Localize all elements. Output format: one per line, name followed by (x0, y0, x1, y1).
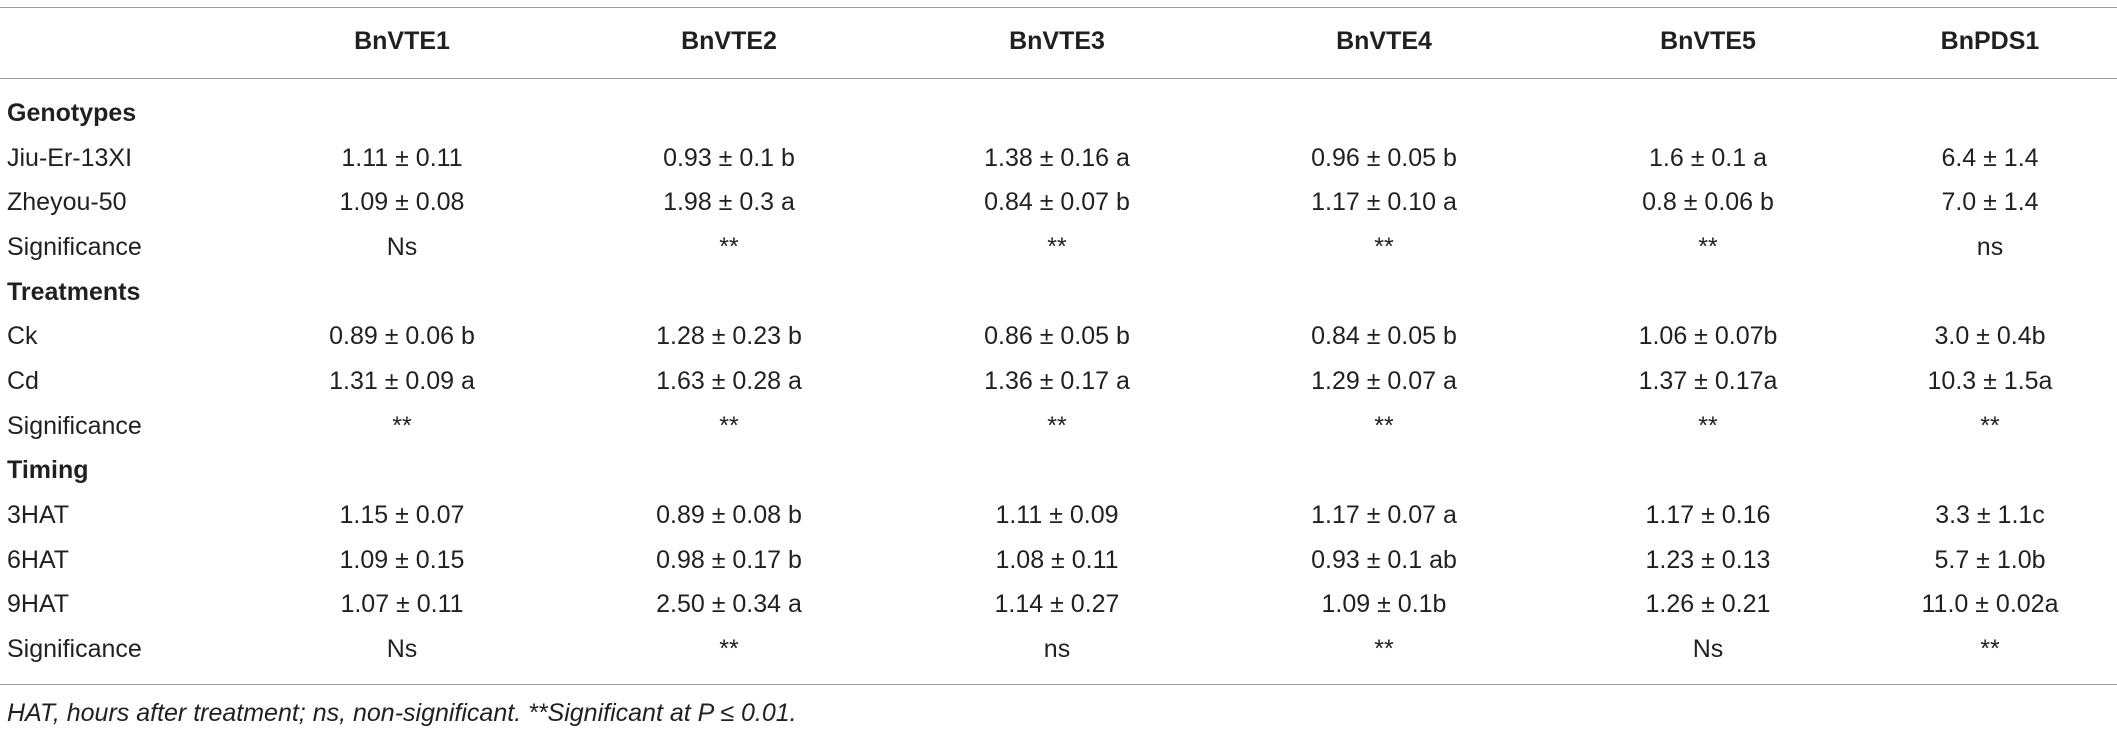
cell: 1.28 ± 0.23 b (656, 322, 802, 351)
header-rule (0, 78, 2117, 79)
cell: ** (719, 411, 739, 440)
cell: ** (1698, 411, 1718, 440)
cell: 1.11 ± 0.11 (341, 143, 463, 172)
cell: 0.86 ± 0.05 b (984, 322, 1130, 351)
cell: 1.14 ± 0.27 (994, 590, 1120, 619)
cell: 0.84 ± 0.07 b (984, 188, 1130, 217)
row-label: Significance (7, 411, 142, 440)
row-label: Cd (7, 366, 39, 395)
cell: 1.15 ± 0.07 (339, 500, 465, 529)
row-label: Zheyou-50 (7, 188, 127, 217)
cell: 1.11 ± 0.09 (995, 500, 1119, 529)
row-label: Significance (7, 232, 142, 261)
section-title: Timing (7, 456, 89, 485)
cell: 3.0 ± 0.4b (1934, 322, 2046, 351)
cell: 5.7 ± 1.0b (1934, 545, 2046, 574)
row-label: 6HAT (7, 545, 70, 574)
cell: 1.31 ± 0.09 a (329, 366, 475, 395)
cell: 0.93 ± 0.1 b (663, 143, 795, 172)
cell: 1.36 ± 0.17 a (984, 366, 1130, 395)
cell: 2.50 ± 0.34 a (656, 590, 802, 619)
cell: 1.37 ± 0.17a (1638, 366, 1778, 395)
column-header: BnPDS1 (1940, 27, 2040, 55)
cell: 0.89 ± 0.06 b (329, 322, 475, 351)
cell: ** (1374, 232, 1394, 261)
cell: Ns (386, 634, 418, 663)
section-title: Genotypes (7, 99, 137, 127)
cell: ns (1976, 232, 2004, 261)
cell: 3.3 ± 1.1c (1935, 500, 2045, 529)
cell: 1.07 ± 0.11 (340, 590, 464, 619)
cell: ** (719, 232, 739, 261)
cell: Ns (1692, 634, 1724, 663)
column-header: BnVTE3 (1009, 27, 1105, 55)
cell: 0.89 ± 0.08 b (656, 500, 802, 529)
cell: Ns (386, 232, 418, 261)
cell: ** (1374, 634, 1394, 663)
cell: 1.08 ± 0.11 (995, 545, 1119, 574)
cell: ** (719, 634, 739, 663)
cell: 1.09 ± 0.1b (1321, 590, 1447, 619)
section-title: Treatments (7, 277, 141, 306)
cell: 1.17 ± 0.10 a (1311, 188, 1457, 217)
cell: 1.38 ± 0.16 a (984, 143, 1130, 172)
cell: 1.63 ± 0.28 a (656, 366, 802, 395)
row-label: 3HAT (7, 500, 70, 529)
cell: 1.6 ± 0.1 a (1649, 143, 1767, 172)
cell: 0.8 ± 0.06 b (1642, 188, 1774, 217)
column-header: BnVTE2 (681, 27, 777, 55)
cell: 0.96 ± 0.05 b (1311, 143, 1457, 172)
cell: 0.84 ± 0.05 b (1311, 322, 1457, 351)
bottom-rule (0, 684, 2117, 685)
column-header: BnVTE5 (1660, 27, 1756, 55)
cell: ** (1698, 232, 1718, 261)
row-label: Ck (7, 322, 38, 351)
cell: ns (1043, 634, 1071, 663)
cell: 0.93 ± 0.1 ab (1311, 545, 1457, 574)
footnote: HAT, hours after treatment; ns, non-sign… (7, 699, 797, 727)
cell: 1.17 ± 0.07 a (1311, 500, 1457, 529)
cell: ** (1047, 232, 1067, 261)
row-label: Significance (7, 634, 142, 663)
cell: ** (1047, 411, 1067, 440)
row-label: 9HAT (7, 590, 70, 619)
row-label: Jiu-Er-13XI (7, 143, 133, 172)
cell: 7.0 ± 1.4 (1941, 188, 2039, 217)
cell: 1.09 ± 0.08 (339, 188, 465, 217)
cell: ** (392, 411, 412, 440)
cell: 1.29 ± 0.07 a (1311, 366, 1457, 395)
cell: 10.3 ± 1.5a (1927, 366, 2053, 395)
cell: 1.23 ± 0.13 (1645, 545, 1771, 574)
cell: ** (1980, 634, 2000, 663)
cell: 1.17 ± 0.16 (1645, 500, 1771, 529)
cell: ** (1980, 411, 2000, 440)
cell: 1.26 ± 0.21 (1645, 590, 1771, 619)
top-rule (0, 7, 2117, 8)
cell: 1.06 ± 0.07b (1638, 322, 1778, 351)
cell: 1.98 ± 0.3 a (663, 188, 795, 217)
cell: 0.98 ± 0.17 b (656, 545, 802, 574)
column-header: BnVTE4 (1336, 27, 1432, 55)
cell: 6.4 ± 1.4 (1941, 143, 2039, 172)
cell: ** (1374, 411, 1394, 440)
column-header: BnVTE1 (354, 27, 450, 55)
cell: 1.09 ± 0.15 (339, 545, 465, 574)
cell: 11.0 ± 0.02a (1921, 590, 2059, 619)
